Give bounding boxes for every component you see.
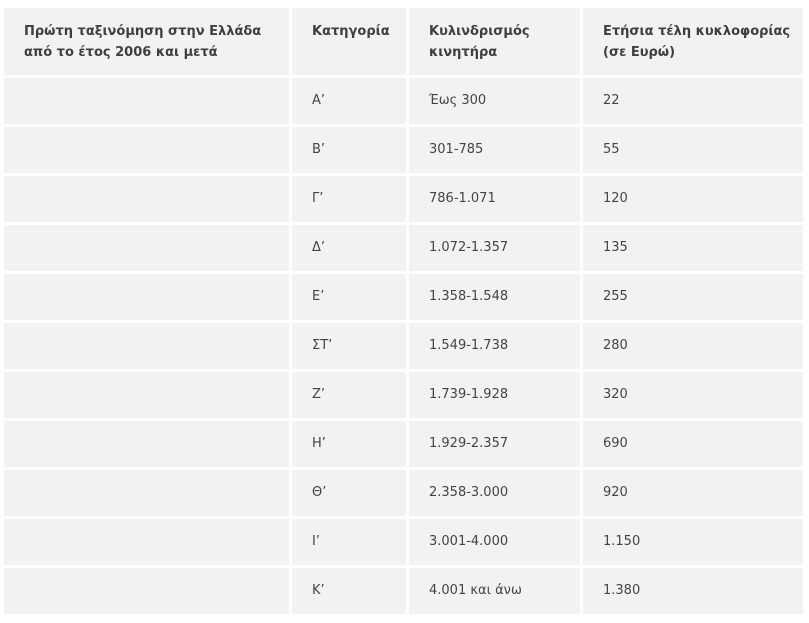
table-row: Θ’ 2.358-3.000 920 [4, 470, 803, 516]
table-cell-registration [4, 470, 289, 516]
table-cell-fee: 135 [583, 225, 803, 271]
table-cell-fee: 1.380 [583, 568, 803, 614]
table-row: Ζ’ 1.739-1.928 320 [4, 372, 803, 418]
table-cell-fee: 255 [583, 274, 803, 320]
header-engine-displacement: Κυλινδρισμός κινητήρα [409, 8, 580, 75]
table-cell-displacement: 301-785 [409, 127, 580, 173]
table-cell-category: Ζ’ [292, 372, 406, 418]
table-cell-category: Ε’ [292, 274, 406, 320]
table-row: Α’ Έως 300 22 [4, 78, 803, 124]
road-tax-table: Πρώτη ταξινόμηση στην Ελλάδα από το έτος… [1, 5, 806, 617]
table-cell-category: Ι’ [292, 519, 406, 565]
table-row: Ι’ 3.001-4.000 1.150 [4, 519, 803, 565]
table-cell-fee: 690 [583, 421, 803, 467]
table-cell-displacement: 1.549-1.738 [409, 323, 580, 369]
table-cell-fee: 920 [583, 470, 803, 516]
table-row: Κ’ 4.001 και άνω 1.380 [4, 568, 803, 614]
table-header-row: Πρώτη ταξινόμηση στην Ελλάδα από το έτος… [4, 8, 803, 75]
table-cell-registration [4, 78, 289, 124]
table-cell-registration [4, 323, 289, 369]
table-cell-category: Δ’ [292, 225, 406, 271]
table-cell-displacement: 1.929-2.357 [409, 421, 580, 467]
header-first-registration: Πρώτη ταξινόμηση στην Ελλάδα από το έτος… [4, 8, 289, 75]
table-cell-fee: 120 [583, 176, 803, 222]
table-cell-fee: 55 [583, 127, 803, 173]
table-cell-category: Γ’ [292, 176, 406, 222]
table-cell-category: Θ’ [292, 470, 406, 516]
table-cell-category: Κ’ [292, 568, 406, 614]
table-cell-fee: 22 [583, 78, 803, 124]
table-cell-registration [4, 372, 289, 418]
table-cell-displacement: 1.072-1.357 [409, 225, 580, 271]
table-cell-fee: 280 [583, 323, 803, 369]
table-cell-registration [4, 274, 289, 320]
table-row: Η’ 1.929-2.357 690 [4, 421, 803, 467]
table-cell-displacement: 1.739-1.928 [409, 372, 580, 418]
table-row: Δ’ 1.072-1.357 135 [4, 225, 803, 271]
table-cell-registration [4, 127, 289, 173]
table-cell-registration [4, 421, 289, 467]
table-cell-category: Η’ [292, 421, 406, 467]
table-cell-registration [4, 225, 289, 271]
table-cell-registration [4, 568, 289, 614]
table-cell-registration [4, 519, 289, 565]
header-category: Κατηγορία [292, 8, 406, 75]
table-cell-displacement: 3.001-4.000 [409, 519, 580, 565]
table-row: Ε’ 1.358-1.548 255 [4, 274, 803, 320]
table-cell-category: Β’ [292, 127, 406, 173]
table-row: ΣΤ’ 1.549-1.738 280 [4, 323, 803, 369]
header-annual-fee: Ετήσια τέλη κυκλοφορίας (σε Ευρώ) [583, 8, 803, 75]
table-cell-category: ΣΤ’ [292, 323, 406, 369]
table-cell-displacement: 4.001 και άνω [409, 568, 580, 614]
table-cell-displacement: Έως 300 [409, 78, 580, 124]
table-cell-category: Α’ [292, 78, 406, 124]
table-row: Β’ 301-785 55 [4, 127, 803, 173]
table-cell-displacement: 2.358-3.000 [409, 470, 580, 516]
table-row: Γ’ 786-1.071 120 [4, 176, 803, 222]
table-cell-fee: 1.150 [583, 519, 803, 565]
table-cell-fee: 320 [583, 372, 803, 418]
table-cell-registration [4, 176, 289, 222]
table-cell-displacement: 786-1.071 [409, 176, 580, 222]
table-cell-displacement: 1.358-1.548 [409, 274, 580, 320]
